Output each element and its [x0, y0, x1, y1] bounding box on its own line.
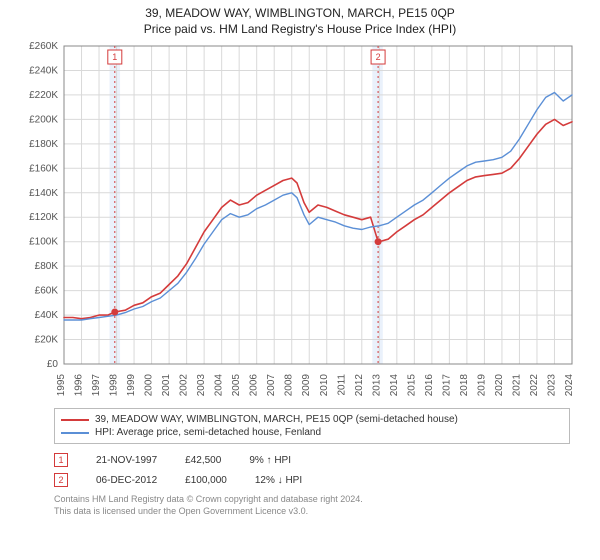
marker-delta: 12% ↓ HPI: [255, 475, 302, 486]
svg-text:1995: 1995: [56, 374, 67, 397]
svg-text:£240K: £240K: [29, 65, 58, 76]
page-subtitle: Price paid vs. HM Land Registry's House …: [0, 20, 600, 40]
legend-swatch: [61, 419, 89, 421]
copyright: Contains HM Land Registry data © Crown c…: [54, 494, 570, 517]
marker-delta: 9% ↑ HPI: [249, 455, 291, 466]
svg-text:2011: 2011: [336, 374, 347, 396]
svg-text:£40K: £40K: [35, 310, 59, 321]
legend-swatch: [61, 432, 89, 434]
svg-text:£220K: £220K: [29, 90, 58, 101]
svg-text:2014: 2014: [389, 374, 400, 397]
price-chart: £0 £20K £40K £60K £80K £100K £120K £140K £160K £1…: [20, 40, 580, 400]
marker-date: 21-NOV-1997: [96, 455, 157, 466]
svg-text:1999: 1999: [126, 374, 137, 397]
svg-text:£140K: £140K: [29, 188, 58, 199]
svg-text:2013: 2013: [371, 374, 382, 397]
marker-price: £100,000: [185, 475, 227, 486]
svg-text:2022: 2022: [529, 374, 540, 397]
svg-text:2: 2: [376, 52, 381, 62]
legend: 39, MEADOW WAY, WIMBLINGTON, MARCH, PE15…: [54, 408, 570, 444]
svg-text:2010: 2010: [319, 374, 330, 397]
svg-text:1998: 1998: [109, 374, 120, 397]
legend-entry: 39, MEADOW WAY, WIMBLINGTON, MARCH, PE15…: [61, 413, 563, 426]
svg-text:£100K: £100K: [29, 237, 58, 248]
marker-date: 06-DEC-2012: [96, 475, 157, 486]
svg-text:2006: 2006: [249, 374, 260, 397]
legend-label: HPI: Average price, semi-detached house,…: [95, 427, 321, 438]
svg-text:2003: 2003: [196, 374, 207, 397]
marker-price: £42,500: [185, 455, 221, 466]
svg-text:2009: 2009: [301, 374, 312, 397]
svg-text:2023: 2023: [546, 374, 557, 397]
svg-text:2016: 2016: [424, 374, 435, 397]
svg-text:2020: 2020: [494, 374, 505, 397]
svg-text:2000: 2000: [144, 374, 155, 397]
copyright-line2: This data is licensed under the Open Gov…: [54, 506, 570, 518]
svg-text:£120K: £120K: [29, 212, 58, 223]
svg-text:2001: 2001: [161, 374, 172, 397]
svg-text:2008: 2008: [284, 374, 295, 397]
svg-text:1996: 1996: [74, 374, 85, 397]
svg-text:2005: 2005: [231, 374, 242, 397]
svg-text:2004: 2004: [214, 374, 225, 397]
svg-text:1997: 1997: [91, 374, 102, 397]
svg-text:2017: 2017: [441, 374, 452, 397]
svg-text:2015: 2015: [406, 374, 417, 397]
svg-text:2002: 2002: [179, 374, 190, 397]
marker-row: 1 21-NOV-1997 £42,500 9% ↑ HPI: [54, 450, 570, 470]
svg-text:2024: 2024: [564, 374, 575, 397]
svg-text:2019: 2019: [476, 374, 487, 397]
markers-table: 1 21-NOV-1997 £42,500 9% ↑ HPI 2 06-DEC-…: [54, 450, 570, 490]
legend-entry: HPI: Average price, semi-detached house,…: [61, 426, 563, 439]
marker-box: 2: [54, 473, 68, 487]
svg-text:£160K: £160K: [29, 163, 58, 174]
chart-svg: £0 £20K £40K £60K £80K £100K £120K £140K £160K £1…: [20, 40, 580, 400]
svg-text:£180K: £180K: [29, 139, 58, 150]
marker-box: 1: [54, 453, 68, 467]
svg-text:£20K: £20K: [35, 335, 59, 346]
svg-text:2012: 2012: [354, 374, 365, 397]
svg-text:2021: 2021: [511, 374, 522, 397]
marker-row: 2 06-DEC-2012 £100,000 12% ↓ HPI: [54, 470, 570, 490]
svg-text:£60K: £60K: [35, 286, 59, 297]
page-title: 39, MEADOW WAY, WIMBLINGTON, MARCH, PE15…: [0, 0, 600, 20]
svg-text:1: 1: [112, 52, 117, 62]
svg-text:£80K: £80K: [35, 261, 59, 272]
svg-text:£260K: £260K: [29, 41, 58, 52]
svg-text:£200K: £200K: [29, 114, 58, 125]
svg-text:2018: 2018: [459, 374, 470, 397]
svg-text:2007: 2007: [266, 374, 277, 397]
legend-label: 39, MEADOW WAY, WIMBLINGTON, MARCH, PE15…: [95, 414, 458, 425]
copyright-line1: Contains HM Land Registry data © Crown c…: [54, 494, 570, 506]
svg-text:£0: £0: [47, 359, 59, 370]
